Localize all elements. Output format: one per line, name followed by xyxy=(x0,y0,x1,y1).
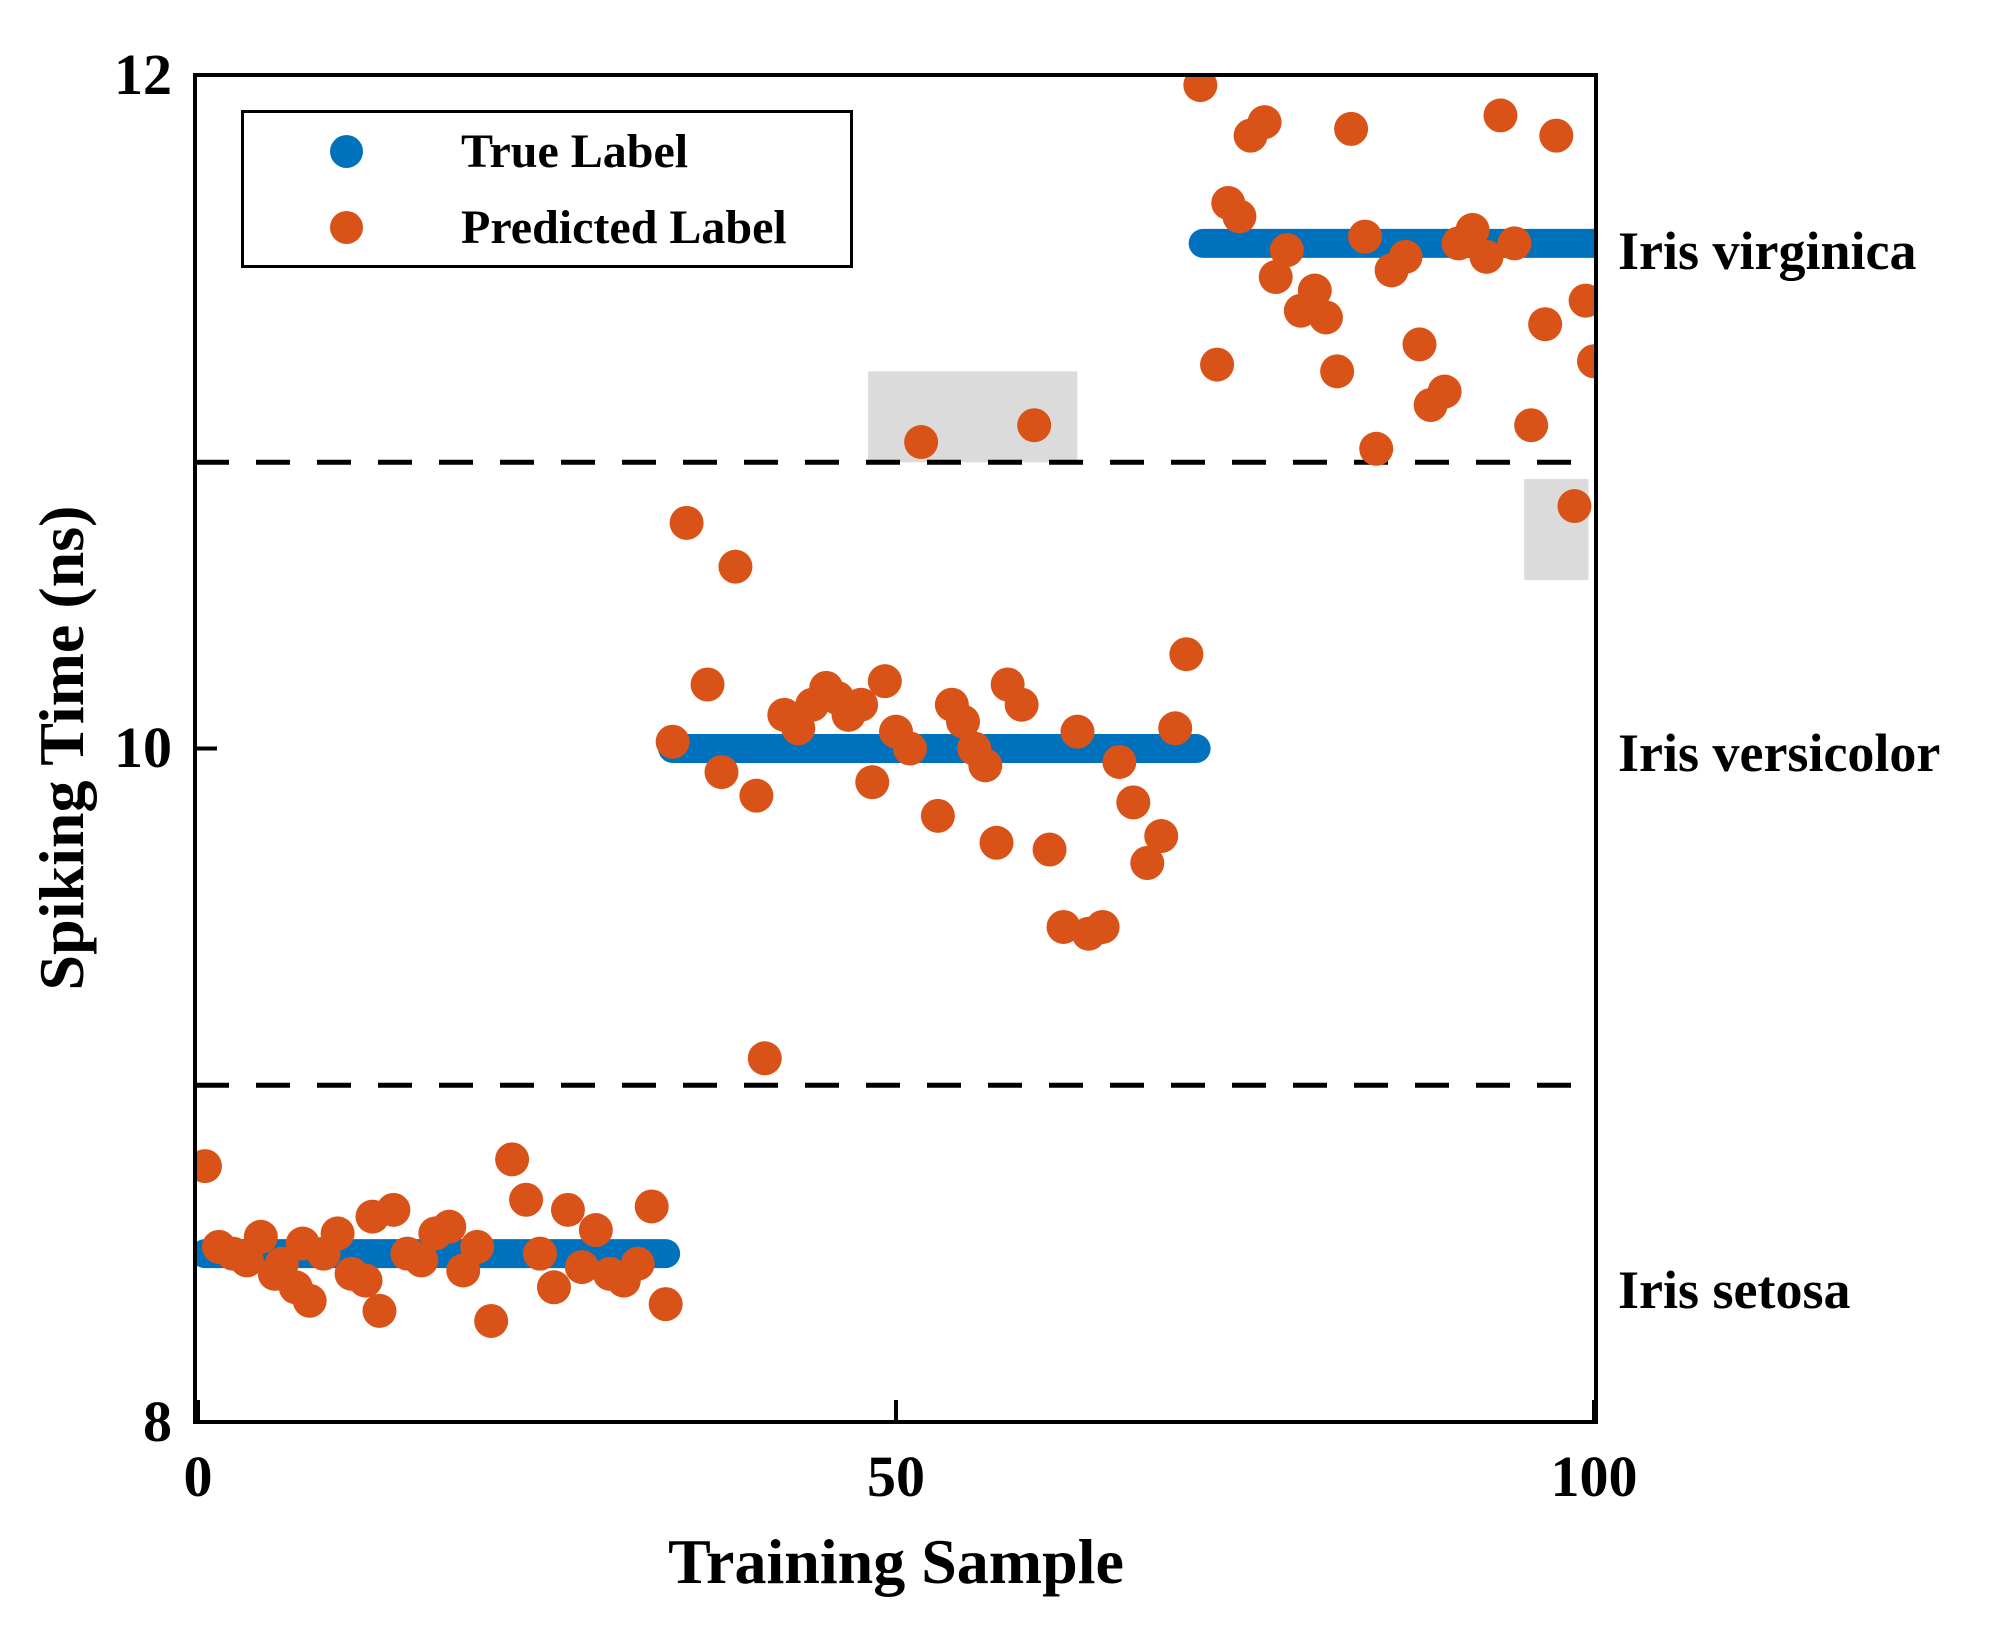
highlight-boxes xyxy=(868,371,1589,581)
predicted-label-series xyxy=(195,75,1596,1338)
predicted-label-point xyxy=(1308,300,1343,335)
predicted-label-point xyxy=(523,1236,558,1271)
x-tick-label: 100 xyxy=(1550,1444,1638,1509)
predicted-label-point xyxy=(1455,212,1490,247)
axis-ticks xyxy=(195,73,1596,1424)
predicted-label-point xyxy=(348,1263,383,1298)
predicted-label-point xyxy=(1297,273,1332,308)
predicted-label-point xyxy=(1085,909,1120,944)
predicted-label-point xyxy=(1359,431,1394,466)
predicted-label-point xyxy=(634,1189,669,1224)
predicted-label-point xyxy=(404,1243,439,1278)
predicted-label-point xyxy=(474,1303,509,1338)
predicted-label-point xyxy=(1557,489,1592,524)
predicted-label-point xyxy=(1514,408,1549,443)
y-tick-label: 8 xyxy=(143,1389,172,1454)
predicted-label-point xyxy=(495,1142,530,1177)
legend-label: True Label xyxy=(461,124,689,178)
predicted-label-point xyxy=(1539,118,1574,153)
legend: True Label Predicted Label xyxy=(241,110,853,268)
predicted-label-point xyxy=(1130,845,1165,880)
class-label-versicolor: Iris versicolor xyxy=(1618,723,1941,783)
x-axis-label: Training Sample xyxy=(668,1526,1124,1597)
predicted-label-point xyxy=(1032,832,1067,867)
predicted-label-point xyxy=(1469,239,1504,274)
predicted-label-point xyxy=(1427,374,1462,409)
predicted-label-point xyxy=(536,1270,571,1305)
predicted-label-point xyxy=(1348,219,1383,254)
predicted-label-point xyxy=(920,798,955,833)
x-tick-label: 0 xyxy=(183,1444,213,1509)
predicted-label-point xyxy=(1497,226,1532,261)
predicted-label-point xyxy=(195,1149,222,1184)
predicted-label-point xyxy=(1158,711,1193,746)
predicted-label-point xyxy=(432,1209,467,1244)
true-label-marker-icon xyxy=(330,134,363,168)
predicted-label-point xyxy=(946,704,981,739)
predicted-label-point xyxy=(1388,239,1423,274)
predicted-label-point xyxy=(578,1213,613,1248)
predicted-label-point xyxy=(564,1250,599,1285)
predicted-label-point xyxy=(292,1283,327,1318)
predicted-label-point xyxy=(1200,347,1235,382)
predicted-label-point xyxy=(550,1192,585,1227)
predicted-label-point xyxy=(1334,111,1369,146)
predicted-label-point xyxy=(1568,283,1596,318)
class-label-setosa: Iris setosa xyxy=(1618,1260,1851,1320)
predicted-label-point xyxy=(747,1041,782,1076)
predicted-label-point xyxy=(968,748,1003,783)
predicted-label-point xyxy=(1402,327,1437,362)
predicted-label-point xyxy=(867,664,902,699)
predicted-label-point xyxy=(1320,354,1355,389)
predicted-label-marker-icon xyxy=(330,210,363,244)
predicted-label-point xyxy=(904,425,939,460)
predicted-label-point xyxy=(718,549,753,584)
predicted-label-point xyxy=(620,1246,655,1281)
predicted-label-point xyxy=(1017,408,1052,443)
x-tick-label: 50 xyxy=(867,1444,925,1509)
predicted-label-point xyxy=(704,755,739,790)
y-tick-label: 10 xyxy=(114,715,172,780)
predicted-label-point xyxy=(1483,98,1518,133)
predicted-label-point xyxy=(1183,75,1218,103)
predicted-label-point xyxy=(979,825,1014,860)
predicted-label-point xyxy=(892,731,927,766)
predicted-label-point xyxy=(243,1219,278,1254)
predicted-label-point xyxy=(1102,744,1137,779)
predicted-label-point xyxy=(1258,260,1293,295)
predicted-label-point xyxy=(362,1293,397,1328)
decision-boundaries xyxy=(195,459,1596,1088)
predicted-label-point xyxy=(320,1216,355,1251)
predicted-label-point xyxy=(855,765,890,800)
predicted-label-point xyxy=(1577,344,1596,379)
predicted-label-point xyxy=(669,505,704,540)
class-label-virginica: Iris virginica xyxy=(1618,221,1917,281)
legend-item-true-label: True Label xyxy=(244,124,850,179)
predicted-label-point xyxy=(1222,199,1257,234)
y-tick-label: 12 xyxy=(114,42,172,107)
predicted-label-point xyxy=(1169,637,1204,672)
y-axis-label: Spiking Time (ns) xyxy=(26,505,97,991)
predicted-label-point xyxy=(1004,687,1039,722)
legend-label: Predicted Label xyxy=(461,200,787,254)
predicted-label-point xyxy=(648,1287,683,1322)
predicted-label-point xyxy=(376,1192,411,1227)
predicted-label-point xyxy=(690,667,725,702)
predicted-label-point xyxy=(739,778,774,813)
predicted-label-point xyxy=(1269,233,1304,268)
predicted-label-point xyxy=(1528,307,1563,342)
predicted-label-point xyxy=(1247,105,1282,140)
legend-item-predicted-label: Predicted Label xyxy=(244,200,850,255)
predicted-label-point xyxy=(460,1229,495,1264)
predicted-label-point xyxy=(1116,785,1151,820)
predicted-label-point xyxy=(1144,819,1179,854)
predicted-label-point xyxy=(655,724,690,759)
predicted-label-point xyxy=(1060,714,1095,749)
predicted-label-point xyxy=(509,1182,544,1217)
predicted-label-point xyxy=(844,687,879,722)
